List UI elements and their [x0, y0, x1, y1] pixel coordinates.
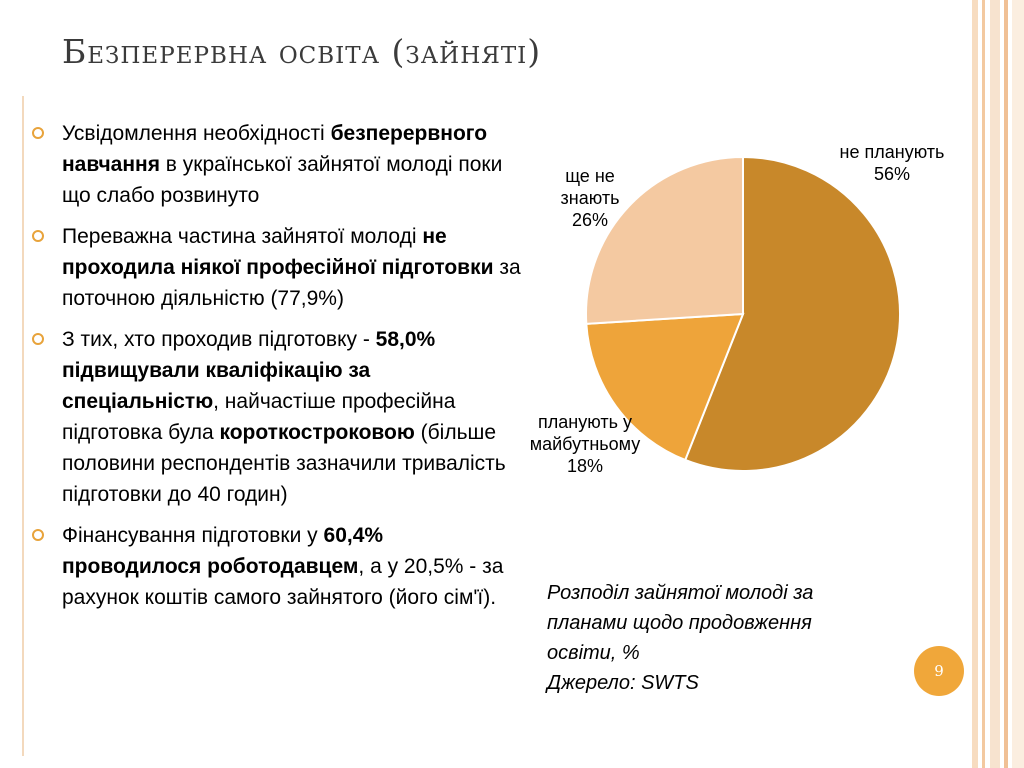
bullet-text: за поточною діяльністю (77,9%): [62, 256, 521, 310]
caption-line-3: освіти, %: [547, 642, 640, 664]
bullet-text: , а у 20,5% - за рахунок коштів самого з…: [62, 555, 504, 609]
bullet-bold-text: безперервного навчання: [62, 122, 488, 176]
bullet-item: Усвідомлення необхідності безперервного …: [32, 118, 522, 211]
slice-name-label: знають: [561, 188, 620, 208]
slice-name-label: планують у: [538, 412, 632, 432]
bullet-circle-icon: [32, 333, 44, 345]
bullet-item: Переважна частина зайнятої молоді не про…: [32, 221, 522, 314]
left-rule: [22, 96, 24, 756]
slice-value-label: 18%: [567, 456, 603, 476]
slice-name-label: не планують: [840, 142, 945, 162]
bullet-text: Переважна частина зайнятої молоді: [62, 225, 423, 248]
bullet-bold-text: 60,4% проводилося роботодавцем: [62, 524, 384, 578]
bullet-text: в української зайнятої молоді поки що сл…: [62, 153, 503, 207]
bullet-circle-icon: [32, 127, 44, 139]
bullet-circle-icon: [32, 529, 44, 541]
chart-caption: Розподіл зайнятої молоді за планами щодо…: [547, 578, 917, 698]
pie-slice: [585, 155, 744, 325]
caption-line-2: планами щодо продовження: [547, 612, 812, 634]
slice-name-label: ще не: [565, 166, 615, 186]
caption-line-1: Розподіл зайнятої молоді за: [547, 582, 814, 604]
bullet-item: З тих, хто проходив підготовку - 58,0% п…: [32, 324, 522, 510]
pie-slice: [585, 312, 745, 462]
bullet-text: З тих, хто проходив підготовку -: [62, 328, 376, 351]
bullet-bold-text: 58,0% підвищували кваліфікацію за спеціа…: [62, 328, 436, 413]
bullet-list: Усвідомлення необхідності безперервного …: [32, 118, 522, 623]
bullet-text: Фінансування підготовки у: [62, 524, 324, 547]
bullet-bold-text: не проходила ніякої професійної підготов…: [62, 225, 494, 279]
bullet-text: , найчастіше професійна підготовка була: [62, 390, 456, 444]
pie-slice: [683, 155, 901, 472]
bullet-item: Фінансування підготовки у 60,4% проводил…: [32, 520, 522, 613]
bullet-text: (більше половини респондентів зазначили …: [62, 421, 506, 506]
page-number-badge: 9: [914, 646, 964, 696]
bullet-bold-text: короткостроковою: [219, 421, 415, 444]
slice-value-label: 26%: [572, 210, 608, 230]
slice-name-label: майбутньому: [530, 434, 641, 454]
bullet-text: Усвідомлення необхідності: [62, 122, 331, 145]
decorative-stripes: [972, 0, 1024, 768]
slice-value-label: 56%: [874, 164, 910, 184]
caption-source: Джерело: SWTS: [547, 672, 699, 694]
slide-title: Безперервна освіта (зайняті): [62, 32, 542, 71]
bullet-circle-icon: [32, 230, 44, 242]
